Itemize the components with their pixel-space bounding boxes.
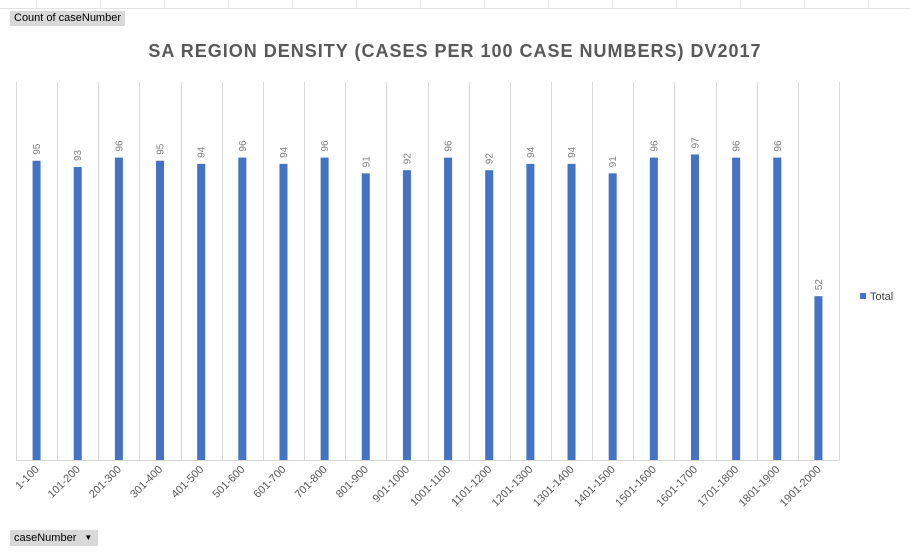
data-label: 91 [361,156,372,168]
bar [444,157,453,460]
bar [238,157,247,460]
data-label: 94 [526,146,537,158]
x-tick-label: 1201-1300 [490,464,536,510]
bar [732,157,741,460]
x-tick-label: 1-100 [13,464,41,492]
bar [649,157,658,460]
x-tick-label: 901-1000 [371,464,412,505]
data-label: 94 [197,146,208,158]
x-tick-label: 701-800 [293,464,330,501]
x-tick-label: 301-400 [128,464,165,501]
data-label: 94 [279,146,290,158]
data-label: 95 [156,143,167,155]
data-label: 96 [444,140,455,152]
axis-field-label: caseNumber [14,532,77,544]
bar [32,160,41,460]
data-label: 96 [320,140,331,152]
data-label: 52 [814,279,825,291]
bar [402,170,411,460]
x-tick-label: 1801-1900 [737,464,783,510]
bar [361,173,370,460]
bar [485,170,494,460]
legend-swatch [860,293,866,299]
data-label: 91 [608,156,619,168]
x-tick-label: 1401-1500 [572,464,618,510]
data-label: 94 [567,146,578,158]
bar [690,154,699,460]
x-tick-label: 401-500 [169,464,206,501]
data-label: 96 [773,140,784,152]
data-label: 92 [485,153,496,165]
data-label: 96 [114,140,125,152]
bar [197,163,206,460]
bar [526,163,535,460]
x-tick-label: 1601-1700 [654,464,700,510]
data-label: 95 [32,143,43,155]
value-field-button[interactable]: Count of caseNumber [10,11,125,26]
bar [114,157,123,460]
data-label: 96 [649,140,660,152]
bar [73,167,82,461]
bar [156,160,165,460]
x-tick-label: 1501-1600 [613,464,659,510]
data-label: 96 [238,140,249,152]
bar [320,157,329,460]
x-tick-label: 501-600 [210,464,247,501]
x-tick-label: 1301-1400 [531,464,577,510]
chart-title: SA REGION DENSITY (CASES PER 100 CASE NU… [148,41,762,61]
data-label: 92 [402,153,413,165]
x-tick-label: 1101-1200 [449,464,494,509]
data-label: 97 [690,137,701,149]
data-label: 96 [732,140,743,152]
bar [608,173,617,460]
x-tick-label: 1001-1100 [408,464,453,509]
x-tick-label: 601-700 [252,464,289,501]
dropdown-arrow-icon[interactable]: ▼ [84,533,93,542]
legend-label: Total [870,291,894,303]
spreadsheet-grid [0,0,910,9]
x-tick-label: 1901-2000 [778,464,824,510]
bar [814,296,823,460]
bar [567,163,576,460]
x-tick-label: 801-900 [334,464,371,501]
data-label: 93 [73,149,84,161]
chart-legend: Total [860,291,893,303]
x-tick-label: 1701-1800 [696,464,742,510]
bar [773,157,782,460]
x-tick-label: 201-300 [87,464,124,501]
x-tick-label: 101-200 [46,464,83,501]
axis-field-button[interactable]: caseNumber ▼ [10,530,99,546]
bar [279,163,288,460]
